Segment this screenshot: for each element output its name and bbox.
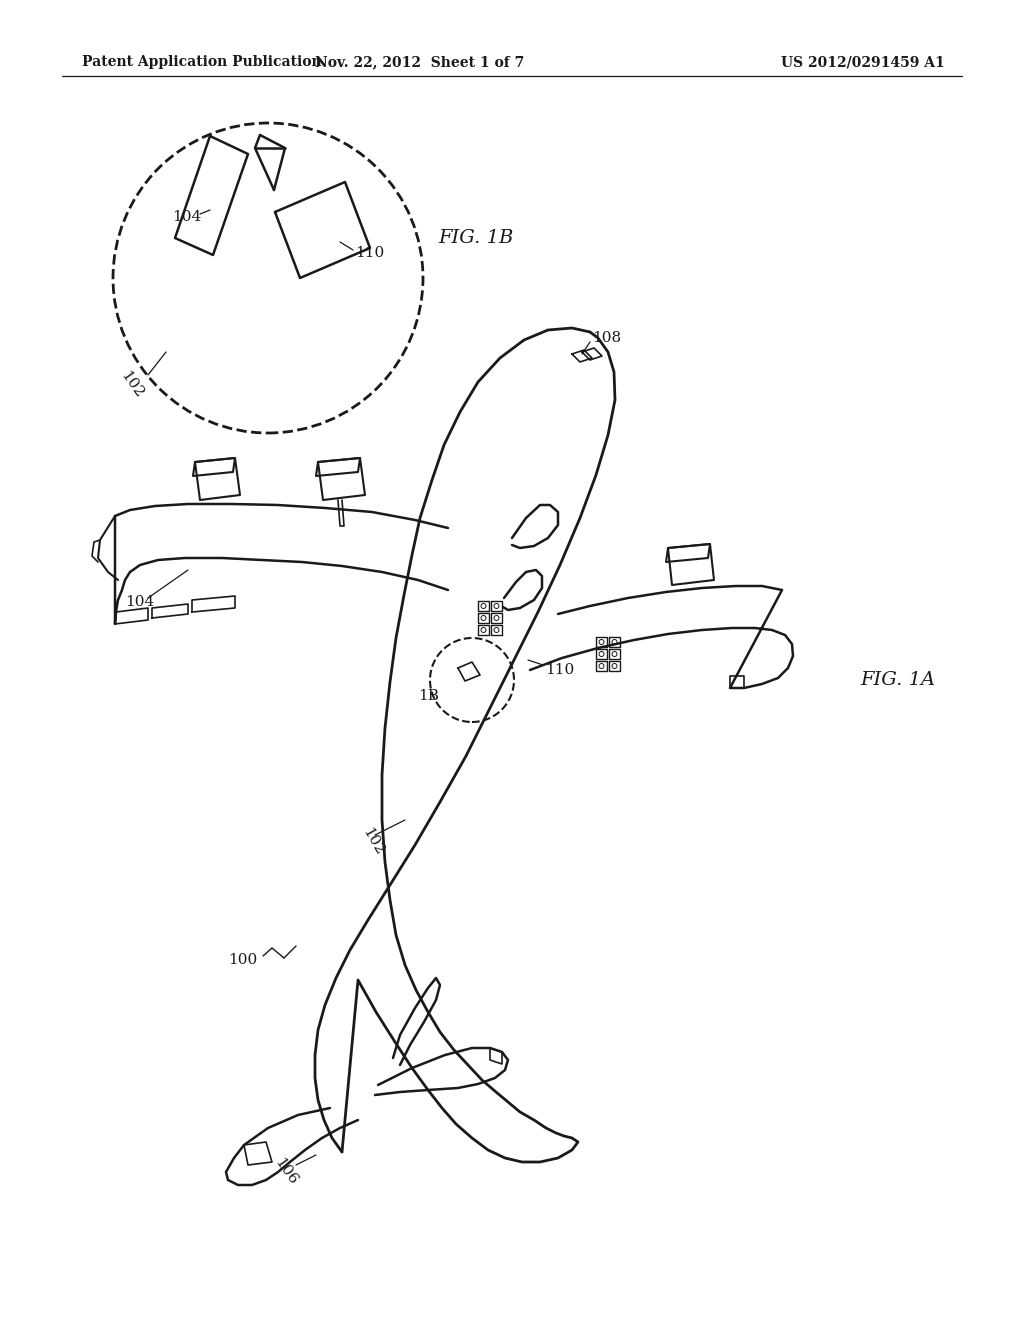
Text: 110: 110 <box>545 663 574 677</box>
Text: 104: 104 <box>172 210 202 224</box>
Text: 100: 100 <box>228 953 257 968</box>
Text: 108: 108 <box>592 331 622 345</box>
Text: 104: 104 <box>125 595 155 609</box>
Text: 106: 106 <box>272 1156 300 1188</box>
Text: FIG. 1A: FIG. 1A <box>860 671 935 689</box>
Text: Patent Application Publication: Patent Application Publication <box>82 55 322 69</box>
Text: US 2012/0291459 A1: US 2012/0291459 A1 <box>781 55 945 69</box>
Text: 102: 102 <box>360 826 387 858</box>
Text: 102: 102 <box>118 370 146 401</box>
Text: FIG. 1B: FIG. 1B <box>438 228 513 247</box>
Text: Nov. 22, 2012  Sheet 1 of 7: Nov. 22, 2012 Sheet 1 of 7 <box>315 55 524 69</box>
Text: 110: 110 <box>355 246 384 260</box>
Text: 1B: 1B <box>418 689 439 704</box>
